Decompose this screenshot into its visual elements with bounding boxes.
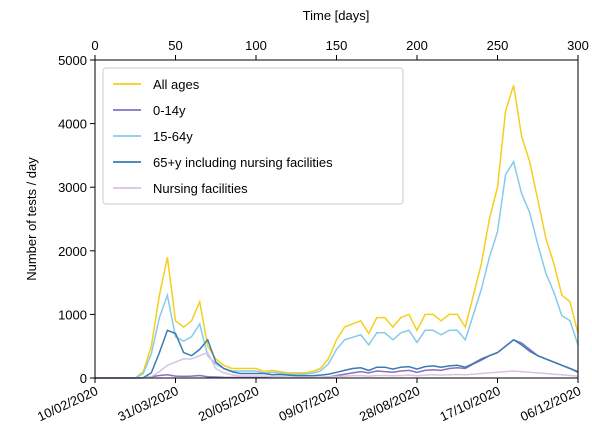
x-tick-label-top: 200 xyxy=(406,38,428,53)
y-tick-label: 0 xyxy=(80,371,87,386)
series-line xyxy=(95,159,579,379)
x-tick-label-top: 100 xyxy=(245,38,267,53)
legend-label: 0-14y xyxy=(153,103,186,118)
legend-label: 65+y including nursing facilities xyxy=(153,155,333,170)
x-tick-label-top: 300 xyxy=(567,38,589,53)
legend-label: All ages xyxy=(153,77,200,92)
x-tick-label-top: 250 xyxy=(487,38,509,53)
series-line xyxy=(95,351,579,379)
y-tick-label: 3000 xyxy=(58,180,87,195)
y-axis-label: Number of tests / day xyxy=(24,157,39,281)
x-tick-label-bottom: 10/02/2020 xyxy=(35,383,100,424)
legend-box xyxy=(102,67,404,205)
x-tick-label-bottom: 17/10/2020 xyxy=(437,383,502,424)
y-tick-label: 2000 xyxy=(58,244,87,259)
series-line xyxy=(95,85,579,379)
x-tick-label-bottom: 09/07/2020 xyxy=(276,383,341,424)
x-tick-label-bottom: 06/12/2020 xyxy=(518,383,583,424)
x-tick-label-bottom: 20/05/2020 xyxy=(196,383,261,424)
x-axis-label: Time [days] xyxy=(303,8,370,23)
x-tick-label-bottom: 28/08/2020 xyxy=(357,383,422,424)
x-tick-label-bottom: 31/03/2020 xyxy=(115,383,180,424)
y-tick-label: 5000 xyxy=(58,53,87,68)
x-tick-label-top: 150 xyxy=(326,38,348,53)
x-tick-label-top: 0 xyxy=(91,38,98,53)
x-tick-label-top: 50 xyxy=(168,38,182,53)
legend-label: Nursing facilities xyxy=(153,181,248,196)
series-line xyxy=(95,329,579,379)
legend-label: 15-64y xyxy=(153,129,193,144)
y-tick-label: 1000 xyxy=(58,307,87,322)
y-tick-label: 4000 xyxy=(58,117,87,132)
